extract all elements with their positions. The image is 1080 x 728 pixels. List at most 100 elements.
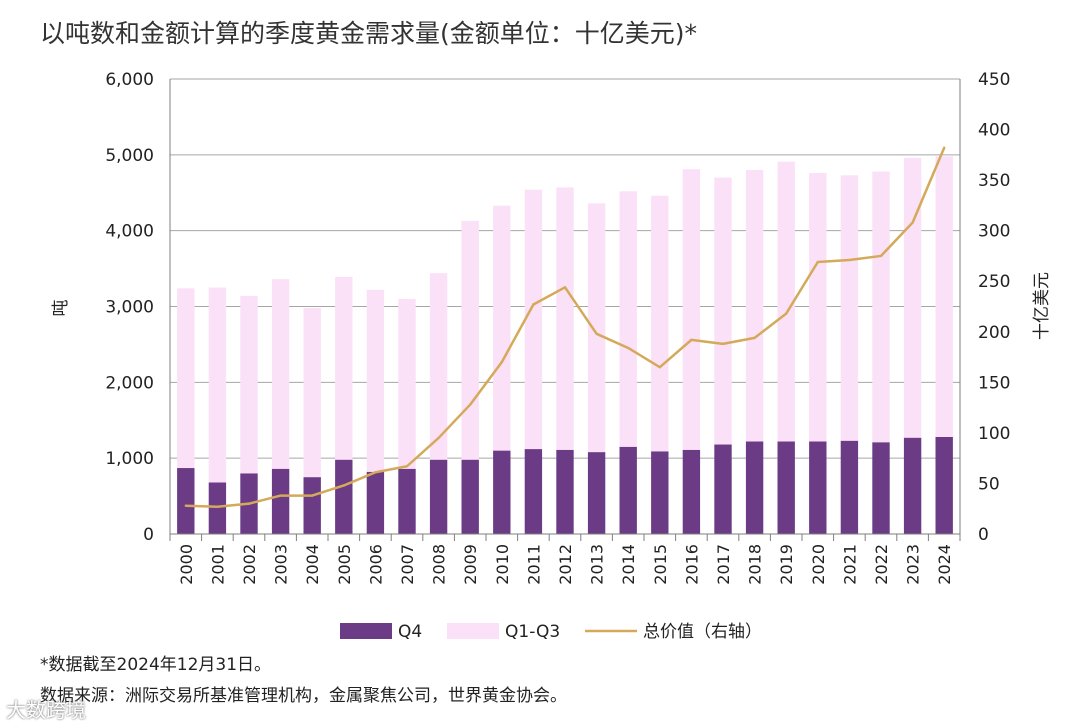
x-tick-label: 2018 (746, 544, 765, 585)
line-point (658, 365, 661, 369)
bar-q1-q3 (872, 171, 890, 443)
bar-q4 (335, 459, 353, 534)
line-point (247, 502, 251, 505)
x-tick-label: 2024 (935, 544, 954, 585)
bar-q4 (872, 442, 890, 534)
bar-q4 (398, 468, 416, 534)
x-tick-label: 2021 (840, 544, 859, 585)
bar-q4 (524, 449, 543, 534)
y-tick-label-right: 300 (978, 222, 1010, 242)
bar-q1-q3 (461, 220, 479, 460)
bar-q4 (271, 468, 290, 534)
bar-q1-q3 (840, 175, 859, 441)
bar-q4 (619, 446, 637, 534)
x-tick-label: 2013 (588, 544, 607, 585)
bar-q4 (587, 452, 606, 534)
bar-q4 (493, 450, 511, 534)
bar-q1-q3 (714, 177, 732, 445)
bar-q1-q3 (935, 156, 953, 437)
x-tick-label: 2016 (682, 544, 701, 585)
y-tick-label-left: 1,000 (105, 449, 154, 469)
line-point (311, 494, 314, 497)
bar-q1-q3 (524, 189, 543, 450)
y-tick-label-right: 50 (978, 474, 1000, 494)
line-point (405, 465, 409, 468)
x-tick-label: 2002 (240, 544, 259, 585)
line-point (721, 342, 725, 346)
bar-q4 (903, 437, 922, 534)
x-tick-label: 2005 (335, 544, 354, 585)
line-point (216, 505, 219, 508)
line-point (500, 360, 503, 364)
line-point (184, 504, 187, 507)
y-tick-label-right: 0 (978, 525, 989, 545)
x-tick-label: 2000 (177, 544, 196, 585)
source-note: 数据来源：洲际交易所基准管理机构，金属聚焦公司，世界黄金协会。 (40, 686, 567, 706)
bar-q4 (935, 436, 953, 534)
x-tick-label: 2007 (398, 544, 417, 585)
bar-q1-q3 (587, 203, 606, 453)
footnote: *数据截至2024年12月31日。 (40, 655, 272, 675)
x-tick-label: 2006 (366, 544, 385, 585)
line-point (785, 312, 788, 315)
y-axis-label-right: 十亿美元 (1032, 272, 1052, 340)
line-point (469, 403, 472, 406)
y-tick-label-right: 350 (978, 171, 1010, 191)
line-point (437, 436, 440, 440)
y-tick-label-left: 6,000 (105, 70, 154, 90)
bar-q1-q3 (366, 289, 385, 472)
line-point (563, 286, 567, 289)
y-tick-label-left: 2,000 (105, 373, 154, 393)
x-tick-label: 2015 (651, 544, 670, 585)
line-point (911, 221, 914, 224)
x-tick-label: 2004 (303, 544, 322, 585)
chart-title: 以吨数和金额计算的季度黄金需求量(金额单位：十亿美元)* (40, 19, 698, 48)
y-tick-label-left: 0 (143, 525, 154, 545)
bar-q1-q3 (271, 279, 290, 469)
line-point (753, 336, 756, 340)
bar-q1-q3 (745, 170, 764, 442)
bar-q4 (714, 444, 732, 534)
x-tick-label: 2020 (809, 544, 828, 585)
y-tick-label-left: 4,000 (105, 222, 154, 242)
bar-q1-q3 (177, 288, 195, 469)
bar-q1-q3 (429, 273, 448, 460)
bar-q4 (177, 468, 195, 534)
line-point (532, 303, 535, 306)
line-point (816, 260, 819, 264)
x-tick-label: 2019 (777, 544, 796, 585)
bar-q1-q3 (777, 161, 795, 442)
y-tick-label-right: 100 (978, 424, 1010, 444)
bar-q4 (208, 482, 227, 534)
x-tick-label: 2010 (493, 544, 512, 585)
legend-label-line: 总价值（右轴） (643, 622, 762, 642)
bar-q1-q3 (682, 169, 701, 450)
bar-q4 (303, 477, 321, 534)
x-tick-label: 2023 (904, 544, 923, 585)
y-tick-label-right: 250 (978, 272, 1010, 292)
bar-q1-q3 (556, 187, 574, 450)
bar-q1-q3 (493, 205, 511, 451)
line-point (848, 258, 851, 262)
line-point (595, 332, 598, 335)
line-point (943, 146, 946, 149)
x-tick-label: 2014 (619, 544, 638, 585)
x-tick-label: 2011 (524, 544, 543, 585)
bar-q4 (777, 441, 795, 534)
bar-q4 (840, 440, 859, 534)
x-tick-label: 2008 (430, 544, 449, 585)
x-tick-label: 2012 (556, 544, 575, 585)
y-axis-label-left: 吨 (51, 300, 71, 317)
line-point (627, 346, 630, 350)
bar-q4 (556, 449, 574, 534)
x-tick-label: 2022 (872, 544, 891, 585)
y-tick-label-left: 5,000 (105, 146, 154, 166)
legend-swatch-q4 (340, 623, 392, 639)
bar-q4 (809, 441, 827, 534)
x-tick-label: 2009 (461, 544, 480, 585)
bar-q4 (461, 459, 479, 534)
y-tick-label-right: 400 (978, 121, 1010, 141)
bar-q1-q3 (903, 157, 922, 438)
bar-q1-q3 (240, 295, 258, 474)
